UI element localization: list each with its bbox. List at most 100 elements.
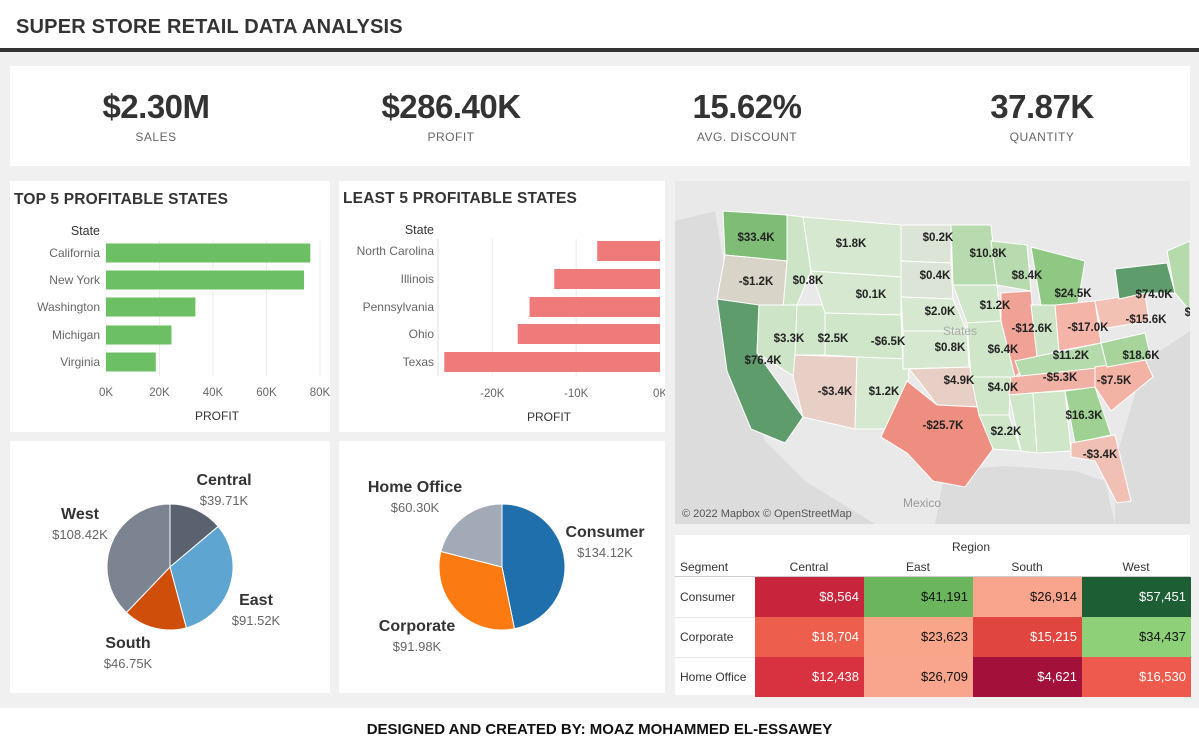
category-label: Ohio xyxy=(409,327,435,341)
category-label: Washington xyxy=(37,300,100,314)
pie-slice xyxy=(440,503,503,568)
heatmap-row-divider xyxy=(675,617,755,618)
slice-name-label: South xyxy=(105,635,150,652)
state-texas xyxy=(880,380,994,488)
map-profit-label: $0.2K xyxy=(923,232,954,244)
category-label: Illinois xyxy=(401,272,434,286)
x-axis-title: PROFIT xyxy=(527,410,572,424)
heatmap-cell: $8,564 xyxy=(755,577,864,617)
top5-bar-chart: State 0K 20K 40K 60K 80K California New York Was… xyxy=(37,224,330,423)
map-profit-label: $6.4K xyxy=(988,344,1019,356)
heatmap-column-label: South xyxy=(1011,560,1043,574)
bar xyxy=(444,352,660,372)
axis-header: State xyxy=(405,223,434,237)
map-profit-label: $0.8K xyxy=(935,342,966,354)
map-profit-label: -$6.5K xyxy=(871,336,906,348)
map-profit-label: -$17.0K xyxy=(1068,322,1110,334)
x-tick-label: 0K xyxy=(653,388,665,400)
slice-value-label: $91.98K xyxy=(393,639,442,654)
segment-region-heatmap-panel: Region Segment Central East South West Cons… xyxy=(675,535,1191,697)
top5-title: TOP 5 PROFITABLE STATES xyxy=(14,191,229,208)
map-profit-label: $1.8K xyxy=(836,238,867,250)
country-label-mexico: Mexico xyxy=(903,496,941,510)
map-profit-label: $24.5K xyxy=(1054,288,1092,300)
map-profit-label: $2.0K xyxy=(925,306,956,318)
slice-value-label: $134.12K xyxy=(577,545,633,560)
kpi-label: SALES xyxy=(135,130,177,144)
map-profit-label: $33.4K xyxy=(737,232,775,244)
least5-panel: LEAST 5 PROFITABLE STATES State -20K -10K 0… xyxy=(339,181,665,432)
pie-slice xyxy=(106,503,171,614)
heatmap-cell: $41,191 xyxy=(864,577,973,617)
x-tick-label: -10K xyxy=(564,388,589,400)
heatmap-row-label: Corporate xyxy=(680,630,734,644)
state-north-dakota xyxy=(900,224,952,264)
heatmap-cell: $12,438 xyxy=(755,657,864,697)
map-profit-label: -$3.4K xyxy=(818,386,853,398)
bar xyxy=(517,324,660,344)
category-label: Texas xyxy=(403,355,434,369)
pie-slice xyxy=(169,525,234,629)
map-profit-label: $1.2K xyxy=(980,300,1011,312)
top5-panel: TOP 5 PROFITABLE STATES State 0K 20K 40K 60K… xyxy=(10,181,330,432)
kpi-value: $2.30M xyxy=(102,88,210,125)
map-profit-label: -$3.4K xyxy=(1083,449,1118,461)
map-profit-label: -$5.3K xyxy=(1043,372,1078,384)
map-profit-label: $74.0K xyxy=(1135,289,1173,301)
category-label: California xyxy=(49,246,100,260)
heatmap-column-label: East xyxy=(905,560,930,574)
state-utah xyxy=(794,304,826,356)
map-profit-label: -$15.6K xyxy=(1126,314,1168,326)
bar xyxy=(106,325,172,345)
axis-header: State xyxy=(71,224,100,238)
bar xyxy=(554,269,660,289)
heatmap-cell: $16,530 xyxy=(1082,657,1191,697)
bar xyxy=(106,352,156,372)
heatmap-row-label: Consumer xyxy=(680,590,736,604)
map-profit-label: $7 xyxy=(1185,307,1190,319)
slice-name-label: East xyxy=(239,592,273,609)
country-label-states: States xyxy=(943,324,977,338)
slice-name-label: Consumer xyxy=(565,524,644,541)
pie-slice xyxy=(501,503,566,630)
heatmap-column-label: Central xyxy=(789,560,829,574)
pie-slice xyxy=(125,566,187,631)
pie-slice xyxy=(438,550,516,631)
kpi-label: PROFIT xyxy=(427,130,475,144)
slice-value-label: $91.52K xyxy=(232,613,281,628)
least5-bar-chart: State -20K -10K 0K North Carolina Illinois Pen… xyxy=(357,223,665,424)
map-profit-label: -$1.2K xyxy=(739,276,774,288)
region-pie-panel: Central $39.71K East $91.52K South $46.75K Wes… xyxy=(10,441,330,693)
category-label: New York xyxy=(49,273,101,287)
state-alabama xyxy=(1032,390,1072,454)
x-tick-label: 0K xyxy=(99,387,113,399)
map-profit-label: $0.1K xyxy=(856,289,887,301)
map-profit-label: $3.3K xyxy=(774,333,805,345)
state-new-england xyxy=(1166,240,1190,312)
map-value-labels: $33.4K $1.8K $0.2K $10.8K -$1.2K $0.8K $0.4K $8… xyxy=(737,232,1190,461)
map-profit-label: $1.2K xyxy=(869,386,900,398)
kpi-value: 37.87K xyxy=(990,88,1094,125)
slice-name-label: Central xyxy=(196,472,251,489)
map-profit-label: $4.9K xyxy=(944,375,975,387)
category-label: Virginia xyxy=(60,355,100,369)
slice-value-label: $39.71K xyxy=(200,493,249,508)
header-bar: SUPER STORE RETAIL DATA ANALYSIS xyxy=(0,0,1199,52)
x-tick-label: 20K xyxy=(149,387,170,399)
state-virginia xyxy=(1100,332,1152,368)
profit-map-panel[interactable]: States Mexico $33.4K $1.8K $0.2K $10.8K -$1.… xyxy=(675,181,1190,524)
kpi-label: QUANTITY xyxy=(1009,130,1075,144)
map-profit-label: $4.0K xyxy=(988,382,1019,394)
heatmap-cell: $15,215 xyxy=(973,617,1082,657)
us-profit-map[interactable]: States Mexico $33.4K $1.8K $0.2K $10.8K -$1.… xyxy=(675,181,1190,524)
state-new-york xyxy=(1114,262,1176,300)
kpi-avg-discount: 15.62% AVG. DISCOUNT xyxy=(627,88,867,144)
map-profit-label: $18.6K xyxy=(1122,350,1160,362)
slice-value-label: $108.42K xyxy=(52,527,108,542)
slice-name-label: Home Office xyxy=(368,479,462,496)
segment-pie-panel: Consumer $134.12K Corporate $91.98K Home Off… xyxy=(339,441,665,693)
region-pie-chart: Central $39.71K East $91.52K South $46.75K Wes… xyxy=(52,472,281,671)
heatmap-column-label: West xyxy=(1122,560,1150,574)
heatmap-cell: $26,914 xyxy=(973,577,1082,617)
kpi-profit: $286.40K PROFIT xyxy=(331,88,571,144)
